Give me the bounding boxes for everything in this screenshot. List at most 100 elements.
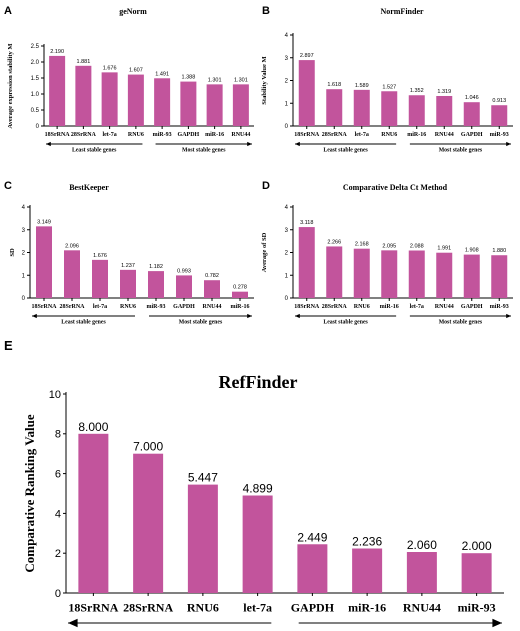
category-label: RNU6 — [381, 132, 397, 138]
value-label: 1.237 — [121, 263, 135, 269]
bar-rnu6 — [127, 74, 144, 126]
y-axis-label: SD — [9, 248, 16, 257]
category-label: 18SrRNA — [294, 132, 320, 138]
y-tick-label: 4 — [285, 205, 289, 211]
y-tick-label: 2 — [22, 251, 26, 257]
category-label: RNU44 — [203, 304, 222, 310]
bar-28srrna — [64, 250, 80, 298]
bar-mir-16 — [206, 84, 223, 126]
category-label: miR-93 — [153, 132, 172, 138]
category-label: 28SrRNA — [123, 600, 173, 614]
y-tick-label: 2 — [55, 548, 61, 560]
category-label: let-7a — [93, 304, 107, 310]
category-label: miR-93 — [490, 132, 509, 138]
value-label: 1.676 — [93, 253, 107, 259]
category-label: let-7a — [102, 132, 116, 138]
category-label: 18SrRNA — [32, 304, 58, 310]
panel-d: D Comparative Delta Ct Method 0 1 2 3 4 Average… — [261, 180, 513, 326]
value-label: 2.266 — [327, 239, 341, 245]
category-label: miR-93 — [458, 600, 496, 614]
y-tick-label: 0 — [55, 588, 61, 600]
value-label: 1.182 — [149, 264, 163, 270]
value-label: 8.000 — [78, 420, 108, 434]
arrow-left-icon — [32, 313, 37, 319]
chart-title: RefFinder — [219, 372, 298, 392]
bar-let-7a — [101, 72, 118, 126]
bar-mir-93 — [491, 255, 508, 298]
y-tick-label: 0 — [22, 296, 26, 302]
category-label: miR-93 — [147, 304, 166, 310]
y-tick-label: 3 — [285, 56, 289, 62]
category-label: miR-93 — [490, 304, 509, 310]
value-label: 1.352 — [410, 88, 424, 94]
category-label: miR-16 — [231, 304, 250, 310]
bar-rnu6 — [381, 91, 398, 126]
y-tick-label: 0 — [36, 124, 40, 130]
category-label: 28SrRNA — [60, 304, 86, 310]
panel-letter-e: E — [4, 338, 13, 353]
y-tick-label: 10 — [49, 389, 61, 401]
bar-let-7a — [242, 495, 273, 593]
least-stable-label: Least stable genes — [323, 320, 368, 326]
bar-mir-16 — [232, 291, 248, 298]
value-label: 5.447 — [188, 471, 218, 485]
bar-mir-93 — [154, 78, 171, 126]
arrow-left-icon — [46, 141, 51, 147]
value-label: 1.908 — [465, 248, 479, 254]
value-label: 2.088 — [410, 243, 424, 249]
category-label: RNU44 — [435, 132, 454, 138]
panel-c: C BestKeeper 0 1 2 3 4 SD 3.149 18SrRNA 2.096 28SrR… — [4, 180, 254, 326]
value-label: 2.095 — [382, 243, 396, 249]
arrow-right-icon — [506, 313, 511, 319]
bar-rnu6 — [187, 484, 218, 593]
value-label: 2.168 — [355, 242, 369, 248]
bar-mir-16 — [408, 95, 425, 126]
category-label: RNU6 — [187, 600, 219, 614]
category-label: GAPDH — [461, 132, 483, 138]
arrow-left-icon — [295, 313, 300, 319]
category-label: GAPDH — [461, 304, 483, 310]
y-tick-label: 6 — [55, 468, 61, 480]
value-label: 1.301 — [234, 77, 248, 83]
panel-letter-a: A — [4, 5, 12, 17]
arrow-right-icon — [247, 141, 252, 147]
chart-title: BestKeeper — [69, 183, 109, 192]
y-axis-label: Comparative Ranking Value — [22, 414, 37, 572]
value-label: 1.388 — [181, 75, 195, 81]
bar-18srrna — [78, 433, 109, 593]
bar-gapdh — [180, 81, 197, 126]
bar-gapdh — [463, 254, 480, 298]
most-stable-label: Most stable genes — [179, 320, 223, 326]
category-label: GAPDH — [291, 600, 335, 614]
y-tick-label: 2.0 — [31, 60, 40, 66]
value-label: 0.993 — [177, 268, 191, 274]
panel-b: B NormFinder 0 1 2 3 4 Stability Value M 2.897 18… — [261, 5, 513, 154]
value-label: 0.278 — [233, 285, 247, 291]
bar-28srrna — [326, 89, 343, 126]
bar-mir-93 — [491, 105, 508, 126]
least-stable-label: Least stable genes — [323, 148, 368, 154]
panel-letter-c: C — [4, 180, 12, 192]
arrow-right-icon — [492, 618, 502, 628]
y-tick-label: 1.5 — [31, 76, 40, 82]
category-label: RNU6 — [120, 304, 136, 310]
value-label: 2.897 — [300, 53, 314, 59]
panel-letter-b: B — [262, 5, 270, 17]
category-label: 28SrRNA — [71, 132, 97, 138]
bar-18srrna — [36, 226, 52, 298]
bar-mir-16 — [381, 250, 398, 298]
chart-title: geNorm — [119, 7, 147, 16]
category-label: 18SrRNA — [294, 304, 320, 310]
value-label: 2.096 — [65, 243, 79, 249]
bar-let-7a — [408, 250, 425, 298]
value-label: 1.301 — [208, 77, 222, 83]
y-tick-label: 3 — [285, 228, 289, 234]
bar-rnu44 — [232, 84, 249, 126]
category-label: GAPDH — [178, 132, 200, 138]
y-tick-label: 2 — [285, 79, 289, 85]
bar-18srrna — [298, 60, 315, 127]
arrow-left-icon — [295, 141, 300, 147]
category-label: RNU44 — [231, 132, 250, 138]
